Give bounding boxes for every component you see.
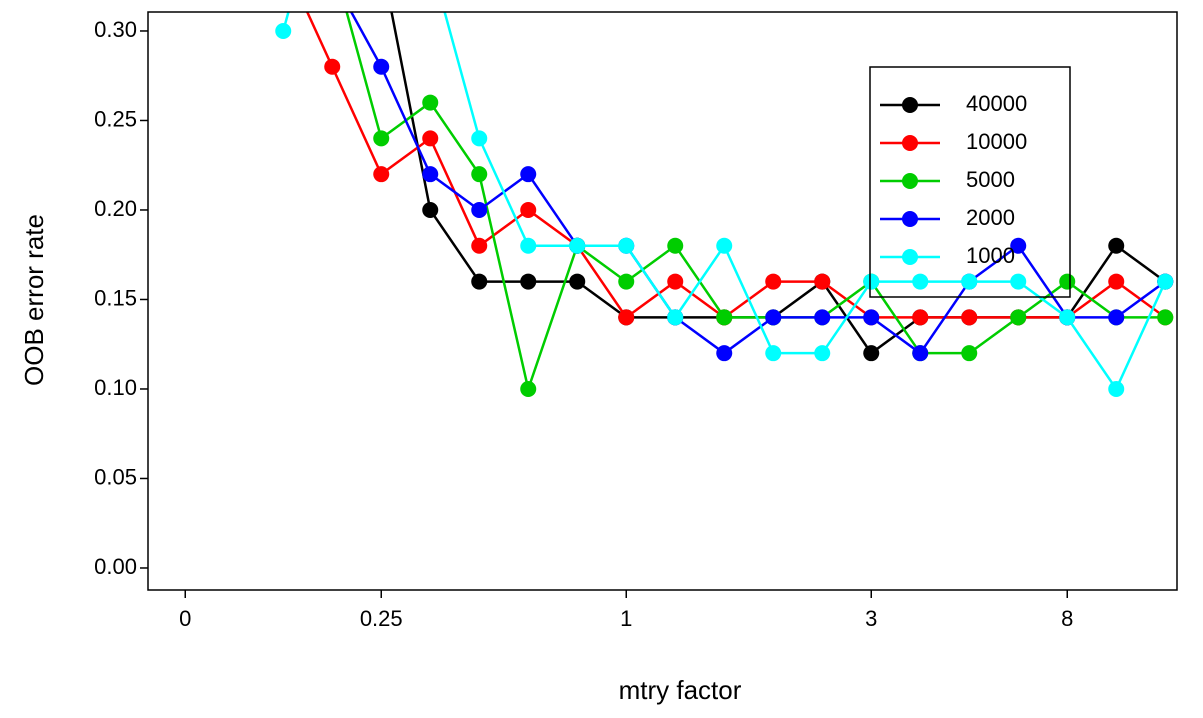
series-line — [390, 12, 1166, 355]
data-point — [618, 309, 635, 326]
data-point — [716, 345, 733, 362]
x-tick-label: 0 — [179, 606, 191, 631]
x-axis-label: mtry factor — [619, 675, 742, 705]
data-point — [814, 309, 831, 326]
data-point — [765, 309, 782, 326]
series-line — [282, 12, 1167, 392]
data-point — [471, 166, 488, 183]
data-point — [814, 345, 831, 362]
data-point — [912, 273, 929, 290]
data-point — [520, 273, 537, 290]
data-point — [520, 237, 537, 254]
data-point — [373, 58, 390, 75]
data-point — [863, 309, 880, 326]
plot-frame — [147, 11, 1178, 591]
data-point — [667, 309, 684, 326]
legend-label: 2000 — [966, 205, 1015, 230]
data-point — [716, 237, 733, 254]
data-point — [422, 201, 439, 218]
y-tick-label: 0.20 — [94, 196, 137, 221]
x-tick-label: 1 — [620, 606, 632, 631]
legend-label: 10000 — [966, 129, 1027, 154]
data-point — [471, 130, 488, 147]
data-point — [961, 309, 978, 326]
legend-marker — [902, 97, 918, 113]
legend-marker — [902, 173, 918, 189]
series-line — [345, 12, 1166, 394]
data-point — [1108, 380, 1125, 397]
data-point — [569, 273, 586, 290]
legend-marker — [902, 249, 918, 265]
data-point — [1157, 273, 1174, 290]
data-point — [765, 345, 782, 362]
y-tick-label: 0.10 — [94, 375, 137, 400]
data-point — [422, 130, 439, 147]
plot-area — [275, 12, 1174, 397]
data-point — [1108, 237, 1125, 254]
data-point — [863, 273, 880, 290]
x-tick-label: 3 — [865, 606, 877, 631]
data-point — [1059, 309, 1076, 326]
data-point — [912, 345, 929, 362]
data-point — [422, 166, 439, 183]
data-point — [667, 273, 684, 290]
y-tick-label: 0.00 — [94, 554, 137, 579]
legend-label: 40000 — [966, 91, 1027, 116]
data-point — [1010, 237, 1027, 254]
data-point — [618, 237, 635, 254]
data-point — [373, 130, 390, 147]
data-point — [1010, 309, 1027, 326]
data-point — [1108, 309, 1125, 326]
series-line — [305, 12, 1166, 320]
y-tick-label: 0.05 — [94, 464, 137, 489]
data-point — [422, 94, 439, 111]
data-point — [520, 380, 537, 397]
series-line — [349, 12, 1166, 355]
legend-marker — [902, 135, 918, 151]
data-point — [471, 273, 488, 290]
data-point — [912, 309, 929, 326]
data-point — [569, 237, 586, 254]
data-point — [814, 273, 831, 290]
data-point — [275, 22, 292, 39]
data-point — [716, 309, 733, 326]
x-tick-label: 8 — [1061, 606, 1073, 631]
y-tick-label: 0.25 — [94, 106, 137, 131]
data-point — [1157, 309, 1174, 326]
data-point — [1108, 273, 1125, 290]
legend-label: 1000 — [966, 243, 1015, 268]
data-point — [961, 345, 978, 362]
data-point — [373, 166, 390, 183]
y-tick-label: 0.30 — [94, 17, 137, 42]
data-point — [324, 58, 341, 75]
data-point — [520, 166, 537, 183]
data-point — [961, 273, 978, 290]
y-tick-label: 0.15 — [94, 285, 137, 310]
data-point — [520, 201, 537, 218]
data-point — [471, 237, 488, 254]
x-tick-label: 0.25 — [360, 606, 403, 631]
data-point — [765, 273, 782, 290]
data-point — [667, 237, 684, 254]
data-point — [863, 345, 880, 362]
legend-box — [869, 66, 1071, 298]
y-axis-label: OOB error rate — [19, 214, 49, 386]
legend-marker — [902, 211, 918, 227]
data-point — [1010, 273, 1027, 290]
data-point — [1059, 273, 1076, 290]
data-point — [471, 201, 488, 218]
data-point — [618, 273, 635, 290]
legend-label: 5000 — [966, 167, 1015, 192]
